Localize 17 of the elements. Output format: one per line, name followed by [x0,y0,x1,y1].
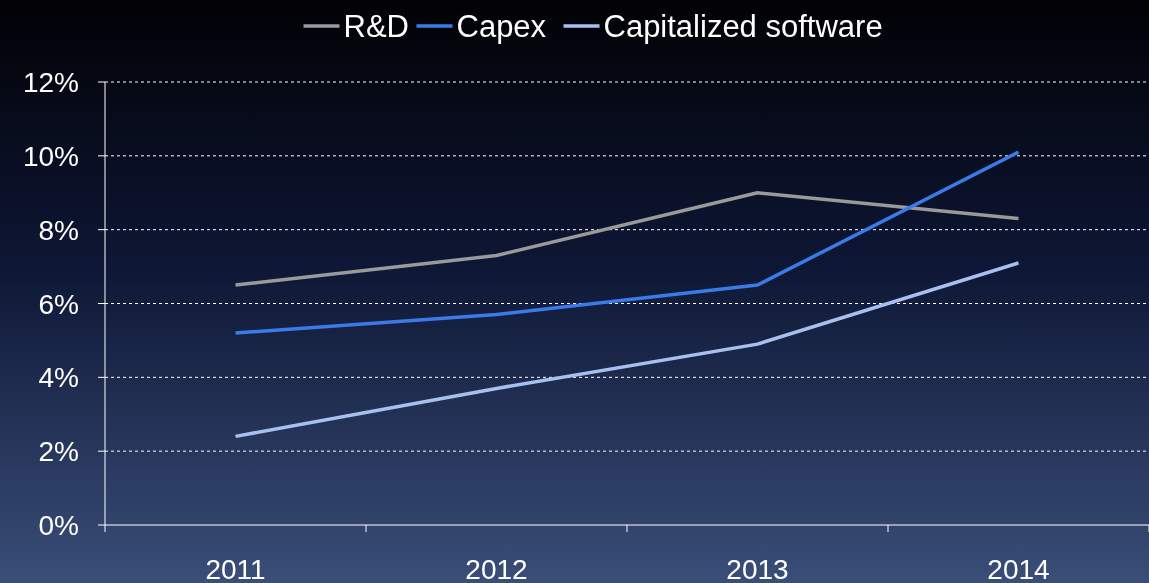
y-tick-label: 4% [38,362,79,394]
y-tick-label: 2% [38,436,79,468]
x-tick-label: 2011 [205,554,266,583]
y-tick-label: 6% [38,288,79,320]
x-tick-label: 2014 [987,554,1050,583]
x-tick-label: 2013 [726,554,789,583]
line-series [233,261,1021,439]
legend-label: R&D [343,9,409,44]
y-tick-label: 8% [38,214,79,246]
legend-label: Capitalized software [603,9,883,44]
y-tick-label: 12% [22,67,79,98]
line-series [233,191,1021,287]
y-tick-label: 0% [38,510,79,541]
x-tick-label: 2012 [465,554,528,583]
line-series [233,150,1021,335]
legend-label: Capex [456,9,547,44]
y-tick-label: 10% [22,140,79,172]
